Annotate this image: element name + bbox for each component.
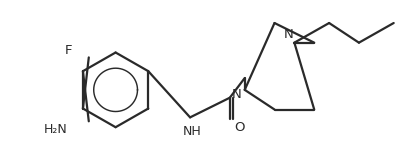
Text: F: F: [65, 44, 72, 57]
Text: O: O: [234, 121, 244, 134]
Text: NH: NH: [182, 125, 201, 138]
Text: H₂N: H₂N: [44, 123, 68, 136]
Text: N: N: [231, 88, 241, 101]
Text: N: N: [283, 28, 292, 41]
